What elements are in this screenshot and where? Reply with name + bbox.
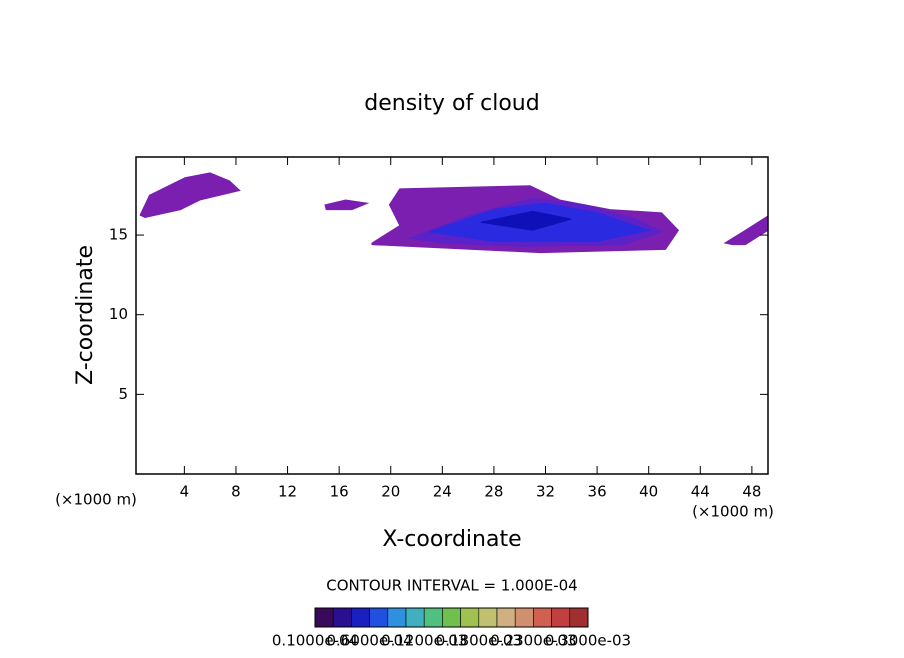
colorbar-swatch [478,607,498,628]
y-tick-label: 5 [118,385,128,403]
colorbar-swatch [332,607,352,628]
x-tick-label: 8 [231,483,241,501]
colorbar-label: 0.3000e-03 [545,632,631,650]
y-tick-label: 10 [109,305,128,323]
plot-frame [135,156,769,475]
contour-region [324,199,370,211]
contour-region [480,210,572,231]
contour-region [723,214,769,246]
x-unit-label: (×1000 m) [692,503,774,521]
x-tick-label: 48 [742,483,761,501]
x-tick-label: 40 [639,483,658,501]
annotation: CONTOUR INTERVAL = 1.000E-04 [326,577,577,595]
colorbar-label: 0.2300e-03 [490,632,576,650]
x-tick-label: 12 [278,483,297,501]
colorbar-swatch [533,607,552,628]
x-tick-label: 20 [381,483,400,501]
x-tick-label: 16 [330,483,349,501]
colorbar-label: 0.1000e-04 [272,632,358,650]
colorbar-frame [314,607,589,628]
x-tick-label: 44 [691,483,710,501]
colorbar-label: 0.1200e-03 [381,632,467,650]
colorbar-swatch [551,607,571,628]
colorbar-swatch [423,607,443,628]
x-tick-label: 36 [588,483,607,501]
x-tick-label: 24 [433,483,452,501]
colorbar-swatch [460,607,480,628]
x-tick-label: 28 [484,483,503,501]
colorbar-swatch [514,607,534,628]
chart-title: density of cloud [364,91,539,116]
colorbar-swatch [351,607,370,628]
y-axis-label: Z-coordinate [73,245,98,385]
colorbar-swatch [569,607,589,628]
colorbar-swatch [314,607,334,628]
colorbar-label: 0.1800e-03 [436,632,522,650]
colorbar-swatch [496,607,516,628]
colorbar-label: 0.6000e-04 [326,632,412,650]
y-tick-label: 15 [109,226,128,244]
colorbar-swatch [387,607,407,628]
y-unit-label: (×1000 m) [55,491,137,509]
colorbar-swatch [369,607,389,628]
x-tick-label: 4 [180,483,190,501]
colorbar-swatch [442,607,461,628]
x-axis-label: X-coordinate [382,527,521,552]
colorbar-swatch [405,607,425,628]
contour-region [139,172,241,219]
x-tick-label: 32 [536,483,555,501]
